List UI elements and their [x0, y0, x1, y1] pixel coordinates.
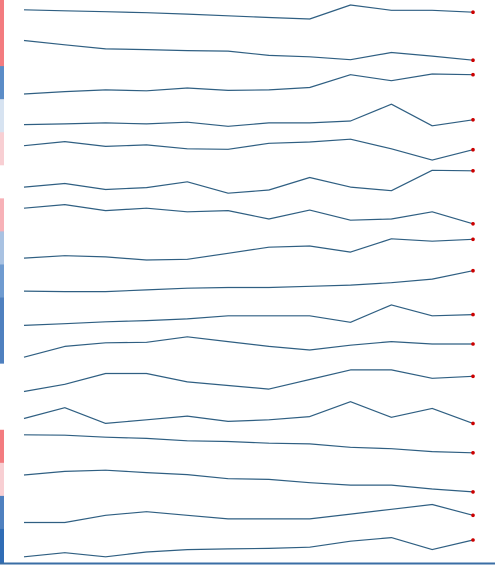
end-marker-5	[471, 147, 475, 152]
row-band-17	[0, 528, 4, 563]
series-line-11	[23, 336, 473, 358]
series-line-7	[23, 204, 474, 225]
end-marker-8	[471, 237, 475, 242]
end-marker-3	[471, 72, 475, 77]
end-marker-6	[471, 169, 475, 173]
row-band-11	[0, 330, 4, 365]
row-band-14	[0, 429, 4, 464]
series-line-15	[23, 469, 474, 493]
series-line-6	[23, 169, 474, 194]
series-line-10	[23, 304, 474, 326]
row-band-7	[0, 198, 4, 232]
row-band-13	[0, 396, 4, 431]
end-marker-13	[471, 421, 475, 426]
series-line-3	[23, 73, 474, 95]
end-marker-12	[471, 374, 475, 379]
row-band-5	[0, 132, 4, 166]
end-marker-16	[471, 513, 475, 518]
row-band-15	[0, 462, 4, 497]
end-marker-2	[471, 58, 475, 62]
row-band-12	[0, 363, 4, 398]
row-band-10	[0, 297, 4, 332]
row-band-16	[0, 495, 4, 530]
series-line-13	[23, 401, 474, 424]
row-band-4	[0, 99, 4, 133]
series-line-8	[23, 238, 474, 261]
series-line-16	[24, 503, 474, 524]
series-line-1	[23, 4, 474, 20]
series-line-9	[23, 270, 474, 293]
row-band-1	[0, 0, 4, 34]
end-marker-7	[471, 222, 475, 226]
row-band-9	[0, 264, 4, 299]
series-line-2	[23, 39, 474, 61]
end-marker-17	[471, 538, 475, 542]
row-band-8	[0, 231, 4, 265]
end-marker-4	[471, 118, 475, 122]
row-band-3	[0, 66, 4, 100]
series-line-4	[23, 103, 474, 127]
sparkline-series	[23, 4, 474, 558]
series-line-17	[23, 536, 474, 558]
series-line-14	[23, 434, 474, 454]
series-line-5	[23, 138, 474, 161]
end-markers	[471, 10, 475, 542]
end-marker-11	[471, 342, 475, 346]
row-band-2	[0, 33, 4, 67]
row-band-6	[0, 165, 4, 199]
end-marker-14	[471, 451, 475, 455]
end-marker-1	[471, 10, 475, 14]
end-marker-10	[471, 312, 475, 317]
series-line-12	[23, 369, 474, 393]
row-color-bands	[0, 0, 4, 563]
end-marker-15	[471, 490, 475, 494]
end-marker-9	[471, 268, 475, 273]
